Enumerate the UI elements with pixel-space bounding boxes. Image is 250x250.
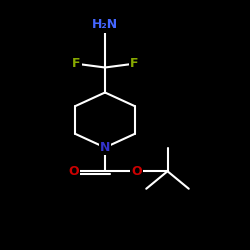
Text: N: N	[100, 141, 110, 154]
Text: F: F	[130, 57, 138, 70]
Text: O: O	[68, 165, 79, 178]
Text: O: O	[131, 165, 141, 178]
Text: H₂N: H₂N	[92, 18, 118, 32]
Text: F: F	[72, 57, 80, 70]
